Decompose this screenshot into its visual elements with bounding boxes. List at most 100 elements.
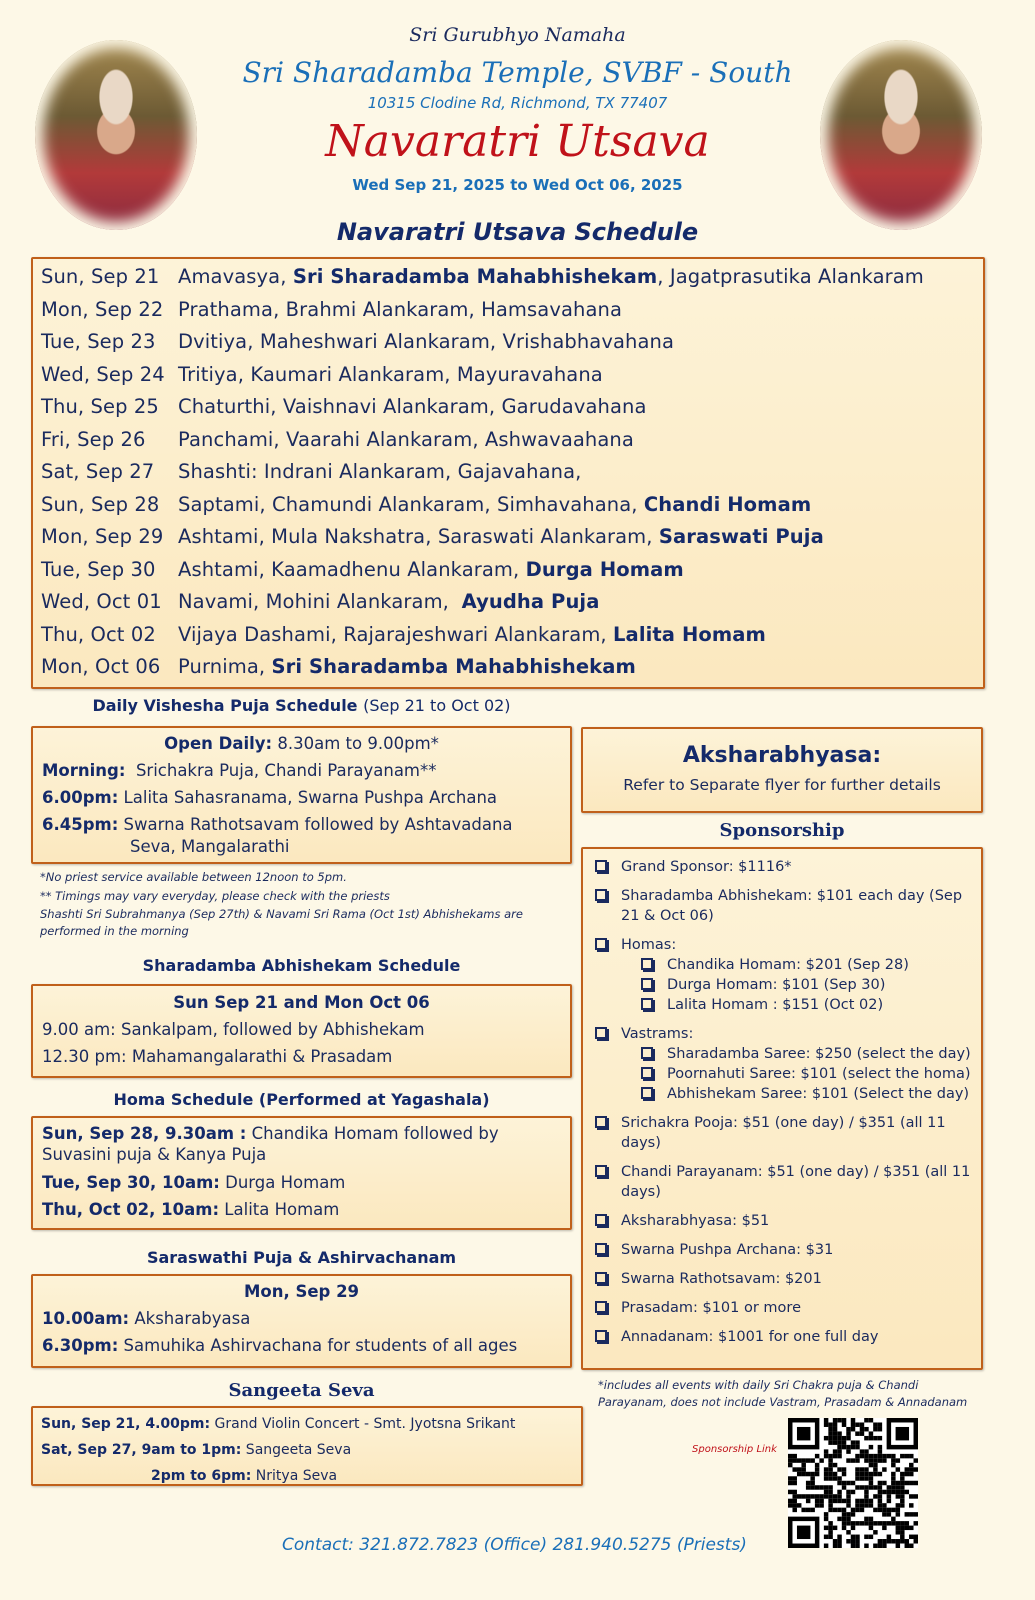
sponsorship-heading: Sponsorship	[719, 820, 845, 841]
address: 10315 Clodine Rd, Richmond, TX 77407	[367, 94, 668, 112]
checkbox-icon[interactable]	[595, 1301, 607, 1313]
sponsorship-subitem[interactable]: Abhishekam Saree: $101 (Select the day)	[583, 1084, 971, 1104]
time: 2pm to 6pm:	[151, 1468, 252, 1484]
checkbox-icon[interactable]	[595, 1027, 607, 1039]
homa-desc: Lalita Homam	[219, 1200, 340, 1219]
schedule-row: Mon, Sep 29 Ashtami, Mula Nakshatra, Sara…	[41, 521, 983, 554]
homa-heading: Homa Schedule (Performed at Yagashala)	[113, 1090, 490, 1109]
schedule-date: Sat, Sep 27	[41, 460, 155, 483]
checkbox-icon[interactable]	[595, 1243, 607, 1255]
schedule-text: , Jagatprasutika Alankaram	[657, 265, 924, 288]
homa-box: Sun, Sep 28, 9.30am : Chandika Homam fol…	[31, 1116, 572, 1230]
schedule-row: Wed, Sep 24 Tritiya, Kaumari Alankaram, M…	[41, 359, 983, 392]
desc: Grand Violin Concert - Smt. Jyotsna Srik…	[210, 1416, 516, 1432]
saraswathi-line: 6.30pm: Samuhika Ashirvachana for studen…	[42, 1332, 570, 1359]
invocation: Sri Gurubhyo Namaha	[409, 24, 626, 46]
sponsorship-item[interactable]: Chandi Parayanam: $51 (one day) / $351 (…	[583, 1162, 971, 1202]
schedule-row: Mon, Sep 22 Prathama, Brahmi Alankaram, H…	[41, 294, 983, 327]
sponsorship-qr-code[interactable]	[788, 1418, 918, 1548]
daily-desc: Swarna Rathotsavam followed by Ashtavada…	[118, 815, 513, 834]
saraswathi-box: Mon, Sep 29 10.00am: Aksharabyasa 6.30pm…	[31, 1274, 572, 1368]
sponsorship-item-label: Homas:	[621, 937, 677, 953]
guru-portrait-left	[35, 40, 197, 230]
abhishekam-line: 9.00 am: Sankalpam, followed by Abhishek…	[42, 1020, 425, 1039]
schedule-text: Vijaya Dashami, Rajarajeshwari Alankaram…	[178, 622, 614, 646]
schedule-text: Amavasya,	[178, 265, 293, 288]
checkbox-icon[interactable]	[595, 1272, 607, 1284]
schedule-date: Fri, Sep 26	[41, 427, 146, 451]
sponsorship-subitem[interactable]: Sharadamba Saree: $250 (select the day)	[583, 1044, 971, 1064]
sponsorship-item[interactable]: Swarna Rathotsavam: $201	[583, 1269, 971, 1289]
schedule-text: Purnima,	[178, 655, 272, 678]
schedule-date: Thu, Sep 25	[41, 395, 159, 418]
sponsorship-item[interactable]: Vastrams:	[583, 1024, 971, 1044]
schedule-date: Tue, Sep 23	[41, 330, 156, 353]
checkbox-icon[interactable]	[595, 938, 607, 950]
schedule-highlight: Sri Sharadamba Mahabhishekam	[292, 265, 658, 288]
sangeeta-heading: Sangeeta Seva	[228, 1380, 375, 1401]
sponsorship-item-label: Vastrams:	[621, 1026, 694, 1042]
daily-time: 6.00pm:	[42, 788, 119, 807]
abhishekam-heading: Sharadamba Abhishekam Schedule	[142, 956, 461, 975]
sangeeta-line: 2pm to 6pm: Nritya Seva	[41, 1463, 581, 1489]
homa-line: Sun, Sep 28, 9.30am : Chandika Homam fol…	[42, 1123, 562, 1165]
schedule-row: Wed, Oct 01 Navami, Mohini Alankaram, Ayu…	[41, 586, 983, 619]
daily-time: Morning:	[42, 761, 126, 780]
aksharabhyasa-text: Refer to Separate flyer for further deta…	[623, 776, 941, 794]
sponsorship-item[interactable]: Prasadam: $101 or more	[583, 1298, 971, 1318]
aksharabhyasa-box: Aksharabhyasa: Refer to Separate flyer f…	[581, 727, 983, 813]
sponsorship-item[interactable]: Swarna Pushpa Archana: $31	[583, 1240, 971, 1260]
sponsorship-subitem[interactable]: Chandika Homam: $201 (Sep 28)	[583, 955, 971, 975]
sponsorship-item[interactable]: Grand Sponsor: $1116*	[583, 857, 971, 877]
checkbox-icon[interactable]	[641, 958, 653, 970]
sponsorship-subitem[interactable]: Durga Homam: $101 (Sep 30)	[583, 975, 971, 995]
schedule-row: Tue, Sep 23 Dvitiya, Maheshwari Alankaram…	[41, 326, 983, 359]
sponsorship-item-label: Sharadamba Abhishekam: $101 each day (Se…	[621, 888, 963, 924]
sponsorship-item[interactable]: Aksharabhyasa: $51	[583, 1211, 971, 1231]
aksharabhyasa-title: Aksharabhyasa:	[682, 743, 882, 768]
sponsorship-link-label[interactable]: Sponsorship Link	[692, 1444, 777, 1455]
sponsorship-subitem-label: Lalita Homam : $151 (Oct 02)	[667, 997, 884, 1013]
open-value: 8.30am to 9.00pm*	[277, 734, 439, 753]
time: Sat, Sep 27, 9am to 1pm:	[41, 1442, 242, 1458]
sponsorship-item-label: Srichakra Pooja: $51 (one day) / $351 (a…	[621, 1115, 946, 1151]
sponsorship-item-label: Swarna Rathotsavam: $201	[621, 1271, 822, 1287]
checkbox-icon[interactable]	[641, 1067, 653, 1079]
sponsorship-subitem[interactable]: Lalita Homam : $151 (Oct 02)	[583, 995, 971, 1015]
desc: Sangeeta Seva	[241, 1442, 352, 1458]
schedule-row: Tue, Sep 30 Ashtami, Kaamadhenu Alankaram…	[41, 554, 983, 587]
checkbox-icon[interactable]	[641, 1087, 653, 1099]
sponsorship-subitem[interactable]: Poornahuti Saree: $101 (select the homa)	[583, 1064, 971, 1084]
schedule-text: Ashtami, Mula Nakshatra, Saraswati Alank…	[178, 525, 659, 548]
sponsorship-item[interactable]: Srichakra Pooja: $51 (one day) / $351 (a…	[583, 1113, 971, 1153]
note: *No priest service available between 12n…	[40, 870, 347, 884]
sponsorship-item[interactable]: Sharadamba Abhishekam: $101 each day (Se…	[583, 886, 971, 926]
checkbox-icon[interactable]	[595, 1214, 607, 1226]
sangeeta-line: Sun, Sep 21, 4.00pm: Grand Violin Concer…	[41, 1411, 581, 1437]
homa-time: Sun, Sep 28, 9.30am :	[42, 1124, 247, 1143]
schedule-highlight: Durga Homam	[525, 557, 684, 581]
abhishekam-date: Sun Sep 21 and Mon Oct 06	[173, 993, 430, 1012]
schedule-highlight: Chandi Homam	[643, 492, 812, 516]
sponsorship-item[interactable]: Homas:	[583, 935, 971, 955]
checkbox-icon[interactable]	[641, 1047, 653, 1059]
checkbox-icon[interactable]	[595, 1330, 607, 1342]
sponsorship-item-label: Prasadam: $101 or more	[621, 1300, 801, 1316]
schedule-row: Thu, Sep 25 Chaturthi, Vaishnavi Alankara…	[41, 391, 983, 424]
note: ** Timings may vary everyday, please che…	[40, 889, 390, 903]
sponsorship-box: Grand Sponsor: $1116* Sharadamba Abhishek…	[581, 847, 983, 1370]
checkbox-icon[interactable]	[595, 860, 607, 872]
schedule-date: Mon, Sep 29	[41, 525, 164, 548]
homa-time: Tue, Sep 30, 10am:	[42, 1173, 220, 1192]
homa-desc: Durga Homam	[219, 1173, 346, 1192]
desc: Nritya Seva	[251, 1468, 338, 1484]
checkbox-icon[interactable]	[595, 1165, 607, 1177]
checkbox-icon[interactable]	[595, 1116, 607, 1128]
schedule-text: Tritiya, Kaumari Alankaram, Mayuravahana	[178, 362, 603, 386]
checkbox-icon[interactable]	[595, 889, 607, 901]
checkbox-icon[interactable]	[641, 978, 653, 990]
event-title: Navaratri Utsava	[325, 116, 710, 167]
checkbox-icon[interactable]	[641, 998, 653, 1010]
sponsorship-item[interactable]: Annadanam: $1001 for one full day	[583, 1327, 971, 1347]
daily-line: 6.45pm: Swarna Rathotsavam followed by A…	[42, 811, 570, 838]
